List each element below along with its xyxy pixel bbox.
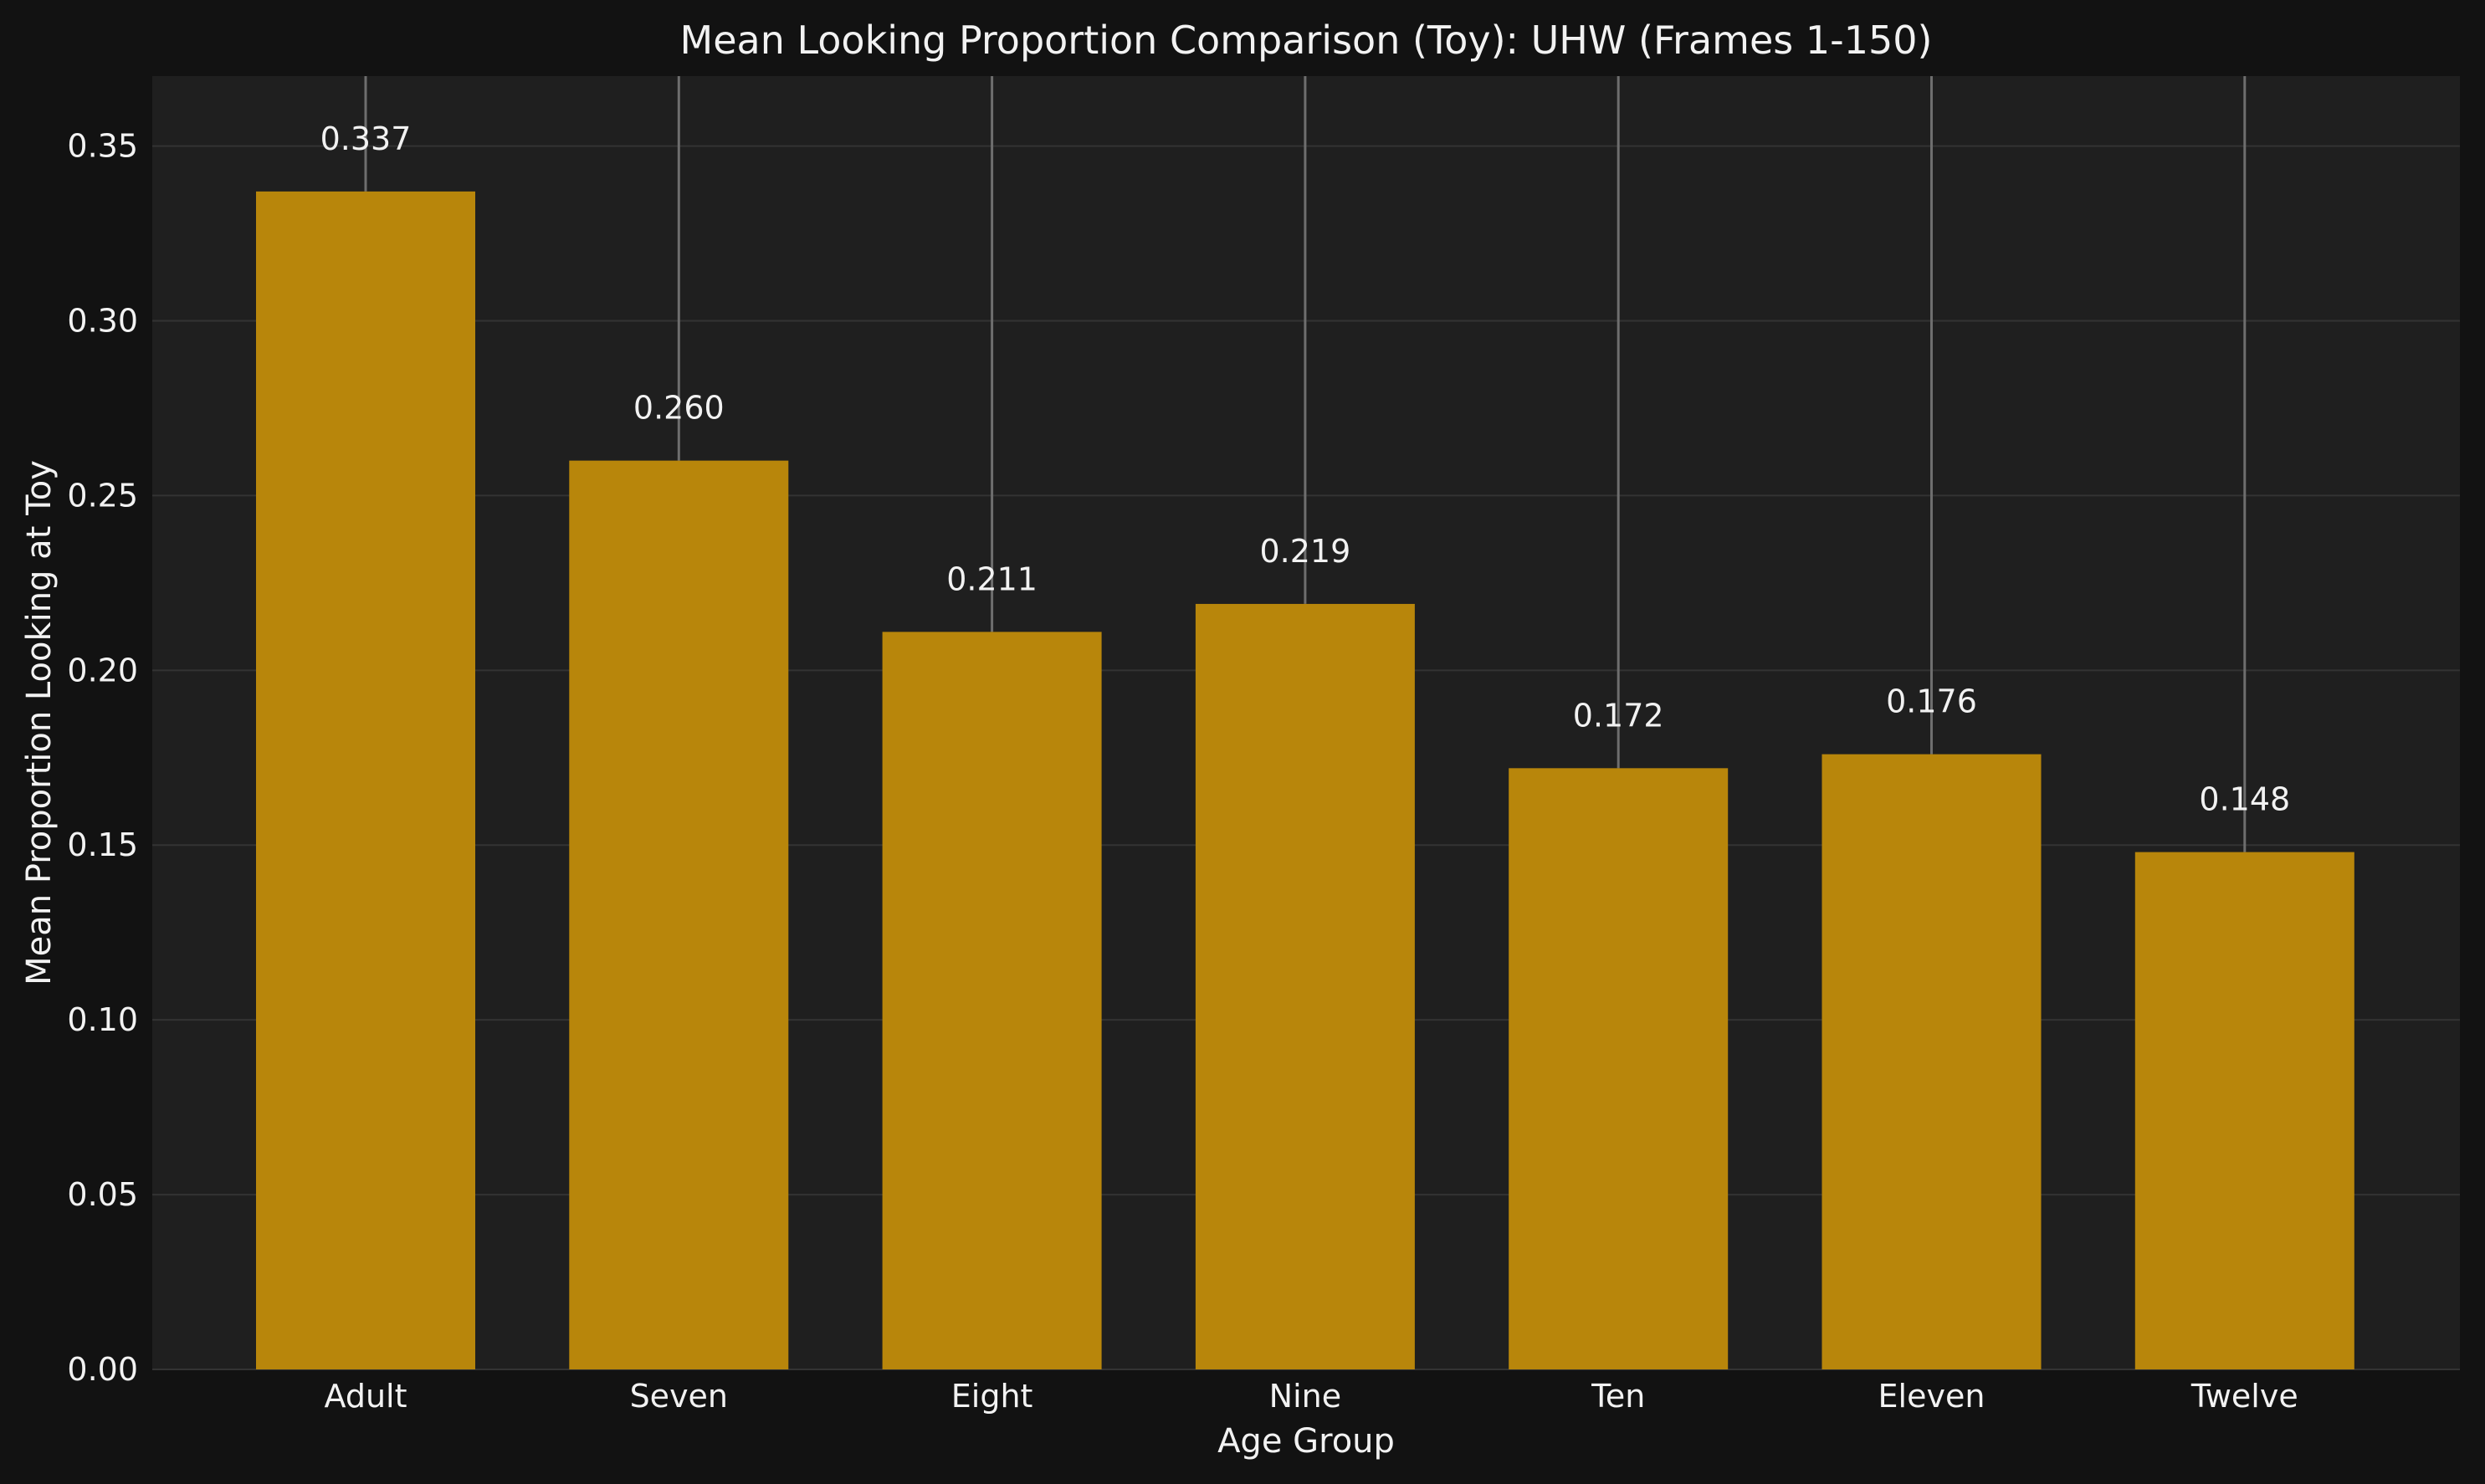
bar-ten: [1509, 768, 1729, 1369]
bars: [256, 191, 2354, 1370]
error-bars: [364, 76, 2247, 852]
y-tick-label: 0.35: [67, 128, 138, 165]
x-tick-label: Ten: [1591, 1378, 1645, 1415]
y-axis-tick-labels: 0.00 0.05 0.10 0.15 0.20 0.25 0.30 0.35: [67, 128, 138, 1388]
y-axis-label: Mean Proportion Looking at Toy: [20, 460, 59, 985]
bar-eleven: [1821, 754, 2042, 1369]
value-labels: 0.337 0.260 0.211 0.219 0.172 0.176 0.148: [320, 120, 2291, 818]
bar-twelve: [2134, 852, 2354, 1369]
y-tick-label: 0.10: [67, 1001, 138, 1038]
x-tick-label: Nine: [1269, 1378, 1341, 1415]
value-label: 0.172: [1573, 697, 1664, 734]
value-label: 0.148: [2199, 781, 2290, 818]
y-tick-label: 0.05: [67, 1176, 138, 1213]
x-axis-label: Age Group: [1217, 1422, 1395, 1461]
bar-adult: [256, 191, 475, 1370]
x-tick-label: Seven: [630, 1378, 728, 1415]
y-tick-label: 0.20: [67, 652, 138, 688]
x-axis-tick-labels: Adult Seven Eight Nine Ten Eleven Twelve: [325, 1378, 2298, 1415]
bar-eight: [882, 632, 1102, 1369]
y-tick-label: 0.25: [67, 477, 138, 514]
x-tick-label: Twelve: [2190, 1378, 2298, 1415]
y-tick-label: 0.00: [67, 1351, 138, 1388]
x-tick-label: Eleven: [1878, 1378, 1985, 1415]
bar-nine: [1195, 603, 1415, 1369]
value-label: 0.211: [946, 560, 1038, 597]
x-tick-label: Eight: [951, 1378, 1033, 1415]
chart-title: Mean Looking Proportion Comparison (Toy)…: [680, 18, 1933, 63]
value-label: 0.260: [633, 390, 725, 427]
bar-seven: [569, 460, 789, 1370]
value-label: 0.176: [1886, 683, 1977, 720]
value-label: 0.219: [1260, 533, 1351, 570]
x-tick-label: Adult: [325, 1378, 407, 1415]
value-label: 0.337: [320, 120, 412, 157]
y-tick-label: 0.15: [67, 826, 138, 863]
y-tick-label: 0.30: [67, 302, 138, 339]
